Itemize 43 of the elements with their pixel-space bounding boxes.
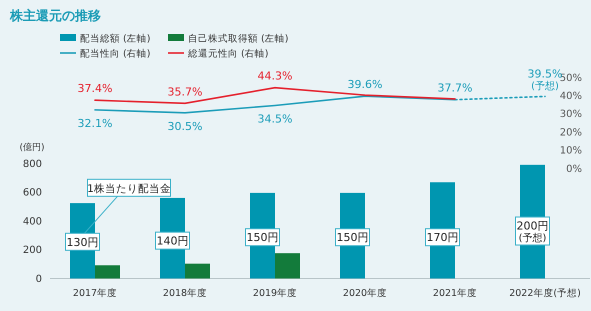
bar — [275, 253, 300, 278]
data-label: 32.1% — [78, 116, 112, 130]
annotation: 140円 — [156, 234, 188, 248]
y-tick-label: 10% — [560, 146, 582, 157]
y-axis-title: (億円) — [19, 142, 45, 153]
annotation: 170円 — [426, 231, 458, 244]
legend-label: 自己株式取得額 (左軸) — [188, 32, 288, 44]
annotation: 150円 — [246, 231, 278, 244]
x-tick-label: 2021年度 — [432, 287, 478, 299]
data-label: 39.5%(予想) — [528, 67, 562, 92]
y-tick-label: 600 — [22, 188, 42, 199]
y-tick-label: 0 — [36, 274, 42, 285]
data-label: 34.5% — [258, 112, 292, 126]
callout: 1株当たり配当金 — [84, 178, 171, 234]
data-label: 44.3% — [258, 70, 292, 83]
bar — [185, 264, 210, 278]
legend-label: 配当性向 (右軸) — [80, 48, 150, 60]
y-tick-label: 400 — [22, 216, 42, 228]
y-tick-label: 50% — [560, 72, 582, 84]
bar — [95, 265, 120, 278]
y-tick-label: 20% — [560, 127, 582, 138]
y-tick-label: 200 — [22, 245, 42, 256]
x-tick-label: 2017年度 — [72, 287, 118, 299]
y-tick-label: 40% — [560, 91, 582, 102]
data-label: 37.4% — [78, 82, 112, 96]
annotation: 200円(予想) — [516, 220, 548, 244]
x-tick-label: 2022年度(予想) — [509, 287, 581, 299]
y-tick-label: 0% — [566, 164, 582, 175]
legend-label: 総還元性向 (右軸) — [187, 48, 268, 60]
data-label: 37.7% — [438, 82, 472, 95]
legend-label: 配当総額 (左軸) — [80, 32, 150, 44]
annotation: 1株当たり配当金 — [87, 182, 171, 195]
data-label: 39.6% — [348, 78, 382, 92]
data-label: 30.5% — [168, 120, 202, 133]
y-tick-label: 800 — [22, 158, 42, 170]
data-label: 35.7% — [168, 85, 202, 98]
x-tick-label: 2019年度 — [252, 287, 298, 299]
y-tick-label: 30% — [560, 109, 582, 120]
chart-title: 株主還元の推移 — [9, 8, 101, 24]
annotation: 130円 — [66, 236, 98, 249]
annotation: 150円 — [336, 231, 368, 244]
x-tick-label: 2018年度 — [162, 287, 208, 299]
x-tick-label: 2020年度 — [342, 287, 388, 299]
